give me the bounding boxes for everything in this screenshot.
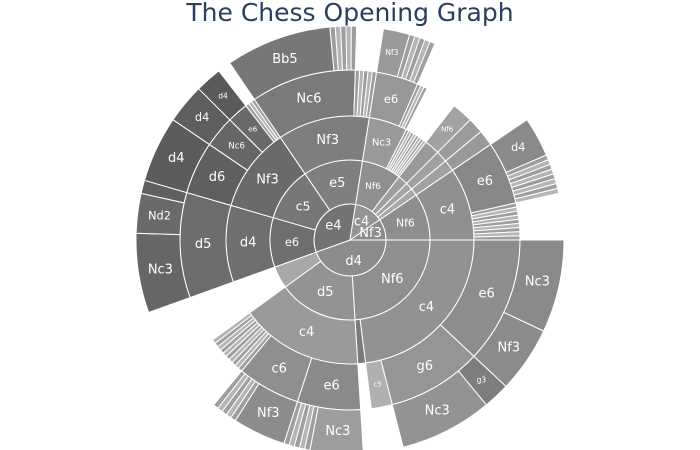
- segment-e4-label: e4: [325, 219, 341, 234]
- segment-c4-label: c4: [354, 214, 369, 229]
- segment-d4-d5-c4-e6-nc3-label: Nc3: [325, 424, 350, 439]
- segment-d4-d5-label: d5: [317, 285, 334, 300]
- segment-minor-sliver[interactable]: [473, 235, 521, 241]
- segment-c4-nf6-nc3-label: Nc3: [372, 138, 391, 149]
- segment-d4-d5-c4-c6-label: c6: [271, 361, 286, 376]
- segment-nf3-nf6-c4-e6-d4-label: d4: [511, 141, 525, 154]
- segment-nf3-nf6-label: Nf6: [396, 216, 415, 229]
- segment-e4-e6-d4-d5-nc3-label: Nc3: [148, 263, 173, 278]
- segment-minor-sliver[interactable]: [345, 25, 352, 71]
- segment-e4-e5-label: e5: [329, 176, 345, 191]
- segment-e4-c5-nf3-d6-d4-label: d4: [168, 151, 185, 166]
- segment-d4-nf6-c4-e6-nf3-label: Nf3: [498, 340, 521, 355]
- chart-title: The Chess Opening Graph: [186, 0, 514, 27]
- segment-e4-e6-d4-label: d4: [240, 236, 257, 251]
- segment-e4-e6-d4-d5-label: d5: [195, 237, 212, 252]
- segment-e4-c5-nf3-d6-label: d6: [209, 170, 226, 185]
- segment-d4-nf6-c4-c5-label: c5: [373, 380, 381, 388]
- segment-c4-nf6-nc3-e6-label: e6: [384, 92, 398, 106]
- segment-minor-sliver[interactable]: [350, 25, 358, 71]
- segment-d4-nf6-c4-e6-nc3-label: Nc3: [525, 274, 550, 289]
- segment-d4-nf6-c4-g6-g3-label: g3: [477, 376, 487, 385]
- segment-nf3-label: Nf3: [359, 226, 382, 241]
- segment-nf3-nf6-c4-label: c4: [440, 203, 455, 218]
- segment-e4-e5-nf3-nc6-label: Nc6: [296, 91, 321, 106]
- segment-d4-nf6-c4-g6-nc3[interactable]: [391, 370, 488, 448]
- segment-e4-e5-nf3-label: Nf3: [316, 133, 339, 148]
- segment-d4-nf6-c4-e6-label: e6: [479, 287, 495, 302]
- segment-e4-c5-nf3-label: Nf3: [256, 173, 279, 188]
- segment-e4-c5-label: c5: [296, 198, 311, 213]
- segment-c4-e5-nc3-nf6-label: Nf6: [441, 126, 454, 134]
- segment-e4-c5-nf3-nc6-d4-label: d4: [195, 111, 209, 124]
- segment-c4-nf6-nc3-e6-nf3-label: Nf3: [385, 48, 398, 57]
- segment-d4-nf6-c4-g6-label: g6: [417, 359, 434, 374]
- segment-e4-e6-d4-d5-nd2-label: Nd2: [148, 209, 171, 222]
- segment-c4-nf6-label: Nf6: [365, 182, 381, 192]
- segment-e4-e5-nf3-nc6-bb5-label: Bb5: [272, 52, 297, 67]
- segment-d4-nf6-c4-g6-nc3-label: Nc3: [425, 404, 450, 419]
- segment-d4-nf6-label: Nf6: [381, 272, 404, 287]
- segment-d4-d5-c4-e6-label: e6: [323, 378, 339, 393]
- segment-e4-c5-nf3-e6-d4-label: d4: [218, 92, 228, 101]
- segment-e4-e6-label: e6: [285, 235, 299, 249]
- segment-d4-d5-c4-label: c4: [299, 325, 314, 340]
- segment-d4-d5-c4-c6-nf3-label: Nf3: [257, 406, 280, 421]
- segment-minor-sliver[interactable]: [211, 312, 253, 345]
- segment-nf3-nf6-c4-e6-label: e6: [477, 174, 493, 189]
- segment-e4-c5-nf3-e6-label: e6: [248, 126, 257, 134]
- segment-d4-nf6-c4-label: c4: [419, 300, 434, 315]
- segment-d4-label: d4: [345, 254, 362, 269]
- segment-e4-c5-nf3-nc6-label: Nc6: [228, 141, 245, 151]
